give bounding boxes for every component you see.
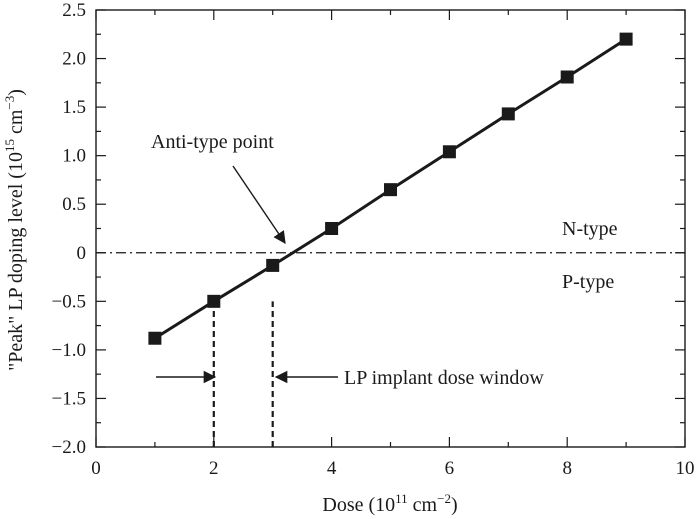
y-tick-label: 2.0 [62, 49, 86, 70]
x-tick-label: 4 [327, 458, 337, 479]
x-tick-label: 8 [562, 458, 572, 479]
y-tick-label: 1.5 [62, 97, 86, 118]
data-point [560, 70, 574, 84]
data-point [148, 331, 162, 345]
dose-window-label: LP implant dose window [344, 367, 544, 389]
x-axis-title: Dose (1011 cm−2) [322, 491, 457, 516]
x-axis [95, 10, 686, 447]
x-tick-label: 6 [445, 458, 455, 479]
y-tick-labels: −2.0 −1.5 −1.0 −0.5 0 0.5 1.0 1.5 2.0 2.5 [52, 0, 86, 458]
data-point [442, 145, 456, 159]
y-tick-label: −1.5 [52, 388, 86, 409]
y-tick-label: 0 [77, 243, 87, 264]
y-tick-label: 2.5 [62, 0, 86, 21]
y-axis-title: "Peak" LP doping level (1015 cm−3) [2, 89, 27, 371]
series-markers [148, 32, 633, 345]
data-point [619, 32, 633, 46]
y-tick-label: 0.5 [62, 194, 86, 215]
x-tick-labels: 0 2 4 6 8 10 [91, 458, 694, 479]
data-point [501, 107, 515, 121]
y-tick-label: −0.5 [52, 291, 86, 312]
y-tick-label: −1.0 [52, 340, 86, 361]
data-point [325, 222, 339, 235]
p-type-label: P-type [562, 271, 614, 293]
x-tick-label: 2 [209, 458, 219, 479]
anti-type-point-label: Anti-type point [151, 131, 274, 153]
data-point [266, 258, 280, 272]
y-tick-label: −2.0 [52, 437, 86, 458]
x-tick-label: 0 [91, 458, 101, 479]
x-tick-label: 10 [676, 458, 695, 479]
data-point [207, 294, 221, 308]
anti-type-point-arrow [232, 165, 286, 245]
dose-window-lines [212, 301, 274, 447]
data-point [384, 183, 397, 197]
n-type-label: N-type [562, 218, 618, 240]
y-tick-label: 1.0 [62, 146, 86, 167]
